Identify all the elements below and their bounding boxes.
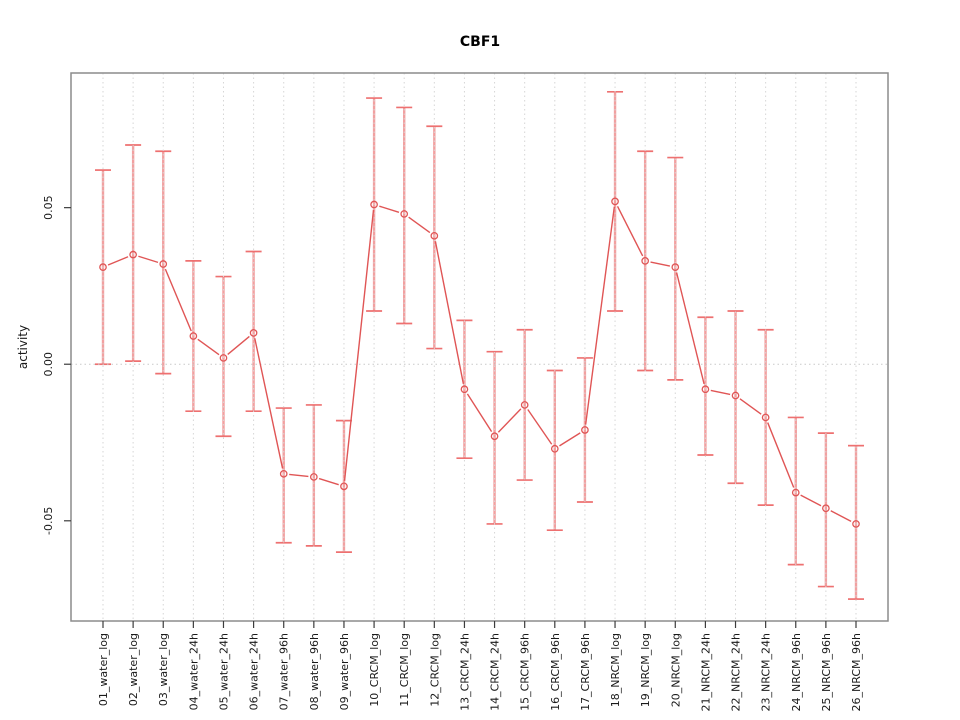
- series-segment: [164, 268, 192, 332]
- data-point: [852, 520, 860, 528]
- series-segment: [675, 272, 705, 385]
- series-segment: [227, 335, 250, 355]
- x-tick-label: 16_CRCM_96h: [549, 633, 562, 711]
- data-point: [550, 444, 559, 453]
- data-point: [520, 401, 529, 409]
- series-segment: [616, 205, 644, 257]
- series-segment: [739, 398, 762, 415]
- x-tick-label: 13_CRCM_24h: [458, 633, 471, 711]
- x-tick-label: 18_NRCM_log: [609, 633, 622, 707]
- x-tick-label: 21_NRCM_24h: [699, 633, 712, 711]
- data-point: [279, 469, 288, 478]
- data-point: [219, 354, 228, 362]
- data-point: [641, 257, 650, 265]
- gridlines-group: [71, 73, 888, 621]
- series-segment: [559, 432, 581, 447]
- data-point: [460, 385, 469, 394]
- data-point: [611, 197, 619, 206]
- x-tick-label: 07_water_96h: [278, 633, 291, 710]
- data-point: [430, 231, 439, 240]
- y-axis-labels: -0.05 0.00 0.05: [42, 195, 55, 535]
- x-tick-label: 15_CRCM_96h: [519, 633, 532, 711]
- x-tick-label: 17_CRCM_96h: [579, 633, 592, 711]
- series-segment: [710, 389, 731, 396]
- x-tick-label: 02_water_log: [127, 633, 140, 706]
- data-point: [581, 426, 589, 434]
- series-segment: [408, 216, 431, 234]
- x-tick-label: 22_NRCM_24h: [730, 633, 743, 711]
- x-tick-label: 23_NRCM_24h: [760, 633, 773, 711]
- series-line-group: [107, 205, 852, 523]
- data-point: [791, 488, 800, 497]
- series-segment: [434, 241, 465, 385]
- plot-area: 01_water_log 02_water_log 03_water_log 04_w…: [42, 72, 889, 711]
- series-segment: [497, 408, 522, 433]
- x-tick-label: 09_water_96h: [338, 633, 351, 710]
- series-segment: [197, 338, 220, 356]
- series-segment: [379, 205, 400, 213]
- x-axis-labels: 01_water_log 02_water_log 03_water_log 04_w…: [97, 633, 863, 711]
- x-tick-label: 01_water_log: [97, 633, 110, 706]
- series-segment: [138, 255, 159, 264]
- x-tick-label: 14_CRCM_24h: [489, 633, 502, 711]
- x-tick-label: 10_CRCM_log: [368, 633, 381, 707]
- x-tick-label: 19_NRCM_log: [639, 633, 652, 707]
- data-point: [671, 263, 680, 271]
- data-point: [340, 482, 348, 491]
- x-tick-label: 06_water_24h: [248, 633, 261, 710]
- x-tick-label: 12_CRCM_log: [428, 633, 441, 707]
- y-tick-label: 0.05: [42, 195, 55, 220]
- series-segment: [584, 206, 616, 425]
- series-segment: [343, 209, 375, 481]
- data-point: [761, 413, 770, 422]
- y-tick-label: -0.05: [42, 507, 55, 535]
- series-segment: [527, 409, 553, 445]
- data-point: [400, 210, 409, 218]
- series-segment: [107, 256, 129, 266]
- data-points-group: [99, 197, 860, 528]
- data-point: [129, 250, 137, 259]
- series-segment: [318, 477, 339, 486]
- x-tick-label: 25_NRCM_96h: [820, 633, 833, 711]
- data-point: [189, 332, 198, 340]
- series-segment: [466, 393, 493, 432]
- data-point: [99, 263, 107, 271]
- x-axis-ticks: [102, 621, 857, 628]
- x-tick-label: 11_CRCM_log: [398, 633, 411, 707]
- series-segment: [830, 510, 852, 523]
- series-segment: [767, 422, 795, 488]
- data-point: [309, 473, 318, 481]
- y-tick-label: 0.00: [42, 352, 55, 377]
- series-segment: [289, 473, 309, 478]
- x-tick-label: 26_NRCM_96h: [850, 633, 863, 711]
- data-point: [370, 200, 378, 209]
- series-segment: [800, 494, 822, 507]
- y-axis-ticks: [64, 207, 71, 522]
- plot-box: [70, 72, 889, 622]
- chart-title: CBF1: [460, 34, 500, 50]
- data-point: [159, 260, 168, 268]
- x-tick-label: 20_NRCM_log: [669, 633, 682, 707]
- x-tick-label: 05_water_24h: [217, 633, 230, 710]
- data-point: [731, 391, 740, 400]
- series-segment: [650, 261, 671, 267]
- data-point: [490, 432, 499, 441]
- data-point: [249, 329, 258, 337]
- error-bars-group: [95, 90, 864, 600]
- x-tick-label: 08_water_96h: [308, 633, 321, 710]
- data-point: [701, 385, 710, 394]
- x-tick-label: 24_NRCM_96h: [790, 633, 803, 711]
- y-axis-label: activity: [16, 325, 30, 369]
- x-tick-label: 03_water_log: [157, 633, 170, 706]
- x-tick-label: 04_water_24h: [187, 633, 200, 710]
- series-segment: [254, 338, 284, 469]
- data-point: [822, 504, 830, 513]
